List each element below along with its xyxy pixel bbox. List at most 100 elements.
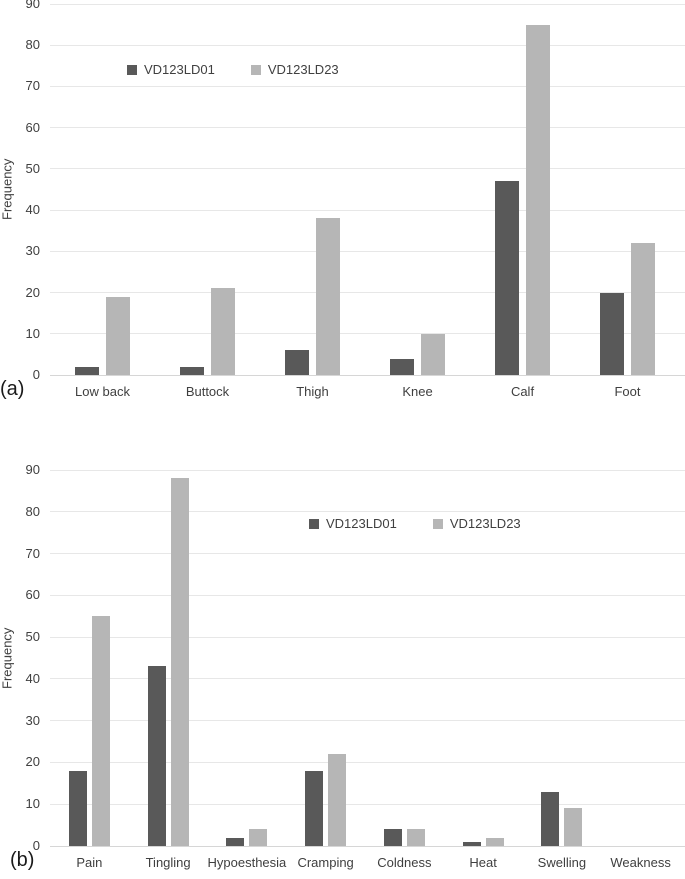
bar-vd123ld23-swelling [564, 808, 583, 846]
legend-entry-vd123ld01: VD123LD01 [309, 516, 397, 531]
bar-vd123ld01-thigh [285, 350, 309, 375]
bar-vd123ld23-thigh [316, 218, 340, 375]
y-tick-label-20: 20 [25, 284, 40, 300]
gridline-y-50 [50, 636, 685, 638]
legend-label-series1: VD123LD01 [326, 516, 397, 531]
bar-vd123ld01-heat [462, 841, 481, 846]
x-category-label-weakness: Weakness [610, 855, 671, 870]
gridline-y-70 [50, 85, 685, 87]
gridline-y-40 [50, 209, 685, 211]
gridline-y-90 [50, 3, 685, 5]
x-category-label-coldness: Coldness [377, 855, 432, 870]
y-tick-label-40: 40 [25, 202, 40, 218]
gridline-y-90 [50, 469, 685, 471]
x-category-label-pain: Pain [76, 855, 103, 870]
x-axis-line [50, 374, 685, 376]
x-category-label-thigh: Thigh [296, 384, 329, 399]
y-tick-label-60: 60 [25, 119, 40, 135]
gridline-y-30 [50, 250, 685, 252]
y-tick-label-40: 40 [25, 670, 40, 686]
gridline-y-40 [50, 678, 685, 680]
x-axis-line [50, 845, 685, 847]
y-tick-label-30: 30 [25, 243, 40, 259]
y-tick-label-0: 0 [32, 367, 40, 382]
y-tick-label-70: 70 [25, 78, 40, 94]
bar-vd123ld23-calf [526, 24, 550, 375]
legend-label-series2: VD123LD23 [267, 62, 339, 77]
legend-a: VD123LD01 VD123LD23 [127, 62, 339, 77]
bar-vd123ld01-low-back [75, 366, 99, 375]
bar-vd123ld01-cramping [305, 770, 324, 846]
plot-area-b: 0 10 20 30 40 50 60 70 80 90 Pain Tingling Hypoesthe… [26, 462, 685, 870]
bar-vd123ld01-knee [390, 358, 414, 375]
panel-label-b: (b) [10, 849, 35, 871]
bar-vd123ld23-foot [631, 243, 655, 375]
y-tick-label-70: 70 [25, 545, 40, 561]
y-axis-title-b: Frequency [0, 627, 15, 689]
y-tick-label-60: 60 [25, 587, 40, 603]
gridline-y-10 [50, 803, 685, 805]
bar-vd123ld23-heat [485, 837, 504, 846]
y-tick-label-30: 30 [25, 712, 40, 728]
panel-label-a: (a) [0, 378, 25, 400]
x-category-label-swelling: Swelling [537, 855, 587, 870]
x-category-label-calf: Calf [510, 384, 535, 399]
x-category-label-tingling: Tingling [145, 855, 191, 870]
gridline-y-70 [50, 553, 685, 555]
gridline-y-60 [50, 127, 685, 129]
y-tick-label-0: 0 [32, 838, 40, 853]
legend-swatch-series1-icon [127, 64, 137, 75]
x-category-label-buttock: Buttock [185, 384, 230, 399]
legend-entry-vd123ld01: VD123LD01 [127, 62, 215, 77]
legend-swatch-series1-icon [309, 518, 319, 529]
bar-vd123ld01-foot [600, 292, 624, 375]
y-tick-label-90: 90 [25, 462, 40, 477]
gridline-y-60 [50, 594, 685, 596]
bar-vd123ld23-buttock [211, 288, 235, 375]
gridline-y-20 [50, 292, 685, 294]
bar-vd123ld01-calf [495, 181, 519, 375]
x-category-label-knee: Knee [402, 384, 433, 399]
gridline-y-10 [50, 333, 685, 335]
y-tick-label-50: 50 [25, 629, 40, 645]
gridline-y-50 [50, 168, 685, 170]
gridline-y-80 [50, 44, 685, 46]
x-category-label-cramping: Cramping [297, 855, 354, 870]
legend-b: VD123LD01 VD123LD23 [309, 516, 521, 531]
chart-panel-a: Frequency 0 10 20 30 40 50 60 70 80 90 Low back But… [0, 0, 685, 410]
plot-area-a: 0 10 20 30 40 50 60 70 80 90 Low back Buttock Thigh K… [26, 0, 685, 399]
x-category-label-hypoesthesia: Hypoesthesia [207, 855, 287, 870]
y-tick-label-50: 50 [25, 160, 40, 176]
bar-vd123ld01-buttock [180, 366, 204, 375]
gridline-y-20 [50, 761, 685, 763]
bar-vd123ld23-knee [421, 333, 445, 375]
bar-vd123ld01-hypoesthesia [226, 837, 245, 846]
x-category-label-heat: Heat [469, 855, 497, 870]
y-tick-label-10: 10 [25, 325, 40, 341]
legend-entry-vd123ld23: VD123LD23 [250, 62, 339, 77]
chart-panel-b: Frequency 0 10 20 30 40 50 60 70 80 90 Pain Tinglin… [0, 440, 685, 879]
bar-vd123ld23-coldness [406, 829, 425, 846]
x-category-label-low-back: Low back [75, 384, 130, 399]
bar-vd123ld23-low-back [106, 296, 130, 375]
legend-entry-vd123ld23: VD123LD23 [432, 516, 521, 531]
bar-vd123ld23-hypoesthesia [249, 829, 268, 846]
legend-label-series2: VD123LD23 [449, 516, 521, 531]
bar-vd123ld01-swelling [541, 791, 560, 846]
y-axis-title-a: Frequency [0, 158, 15, 221]
legend-label-series1: VD123LD01 [144, 62, 215, 77]
y-tick-label-80: 80 [25, 37, 40, 53]
legend-swatch-series2-icon [250, 64, 261, 75]
bar-vd123ld01-pain [68, 770, 87, 846]
legend-swatch-series2-icon [432, 518, 443, 529]
x-category-label-foot: Foot [614, 384, 641, 399]
bar-vd123ld01-tingling [147, 666, 166, 846]
y-tick-label-90: 90 [25, 0, 40, 11]
bar-vd123ld23-tingling [170, 478, 189, 846]
gridline-y-30 [50, 720, 685, 722]
y-tick-label-10: 10 [25, 796, 40, 812]
y-tick-label-20: 20 [25, 754, 40, 770]
y-tick-label-80: 80 [25, 503, 40, 519]
bar-vd123ld23-pain [91, 616, 110, 846]
